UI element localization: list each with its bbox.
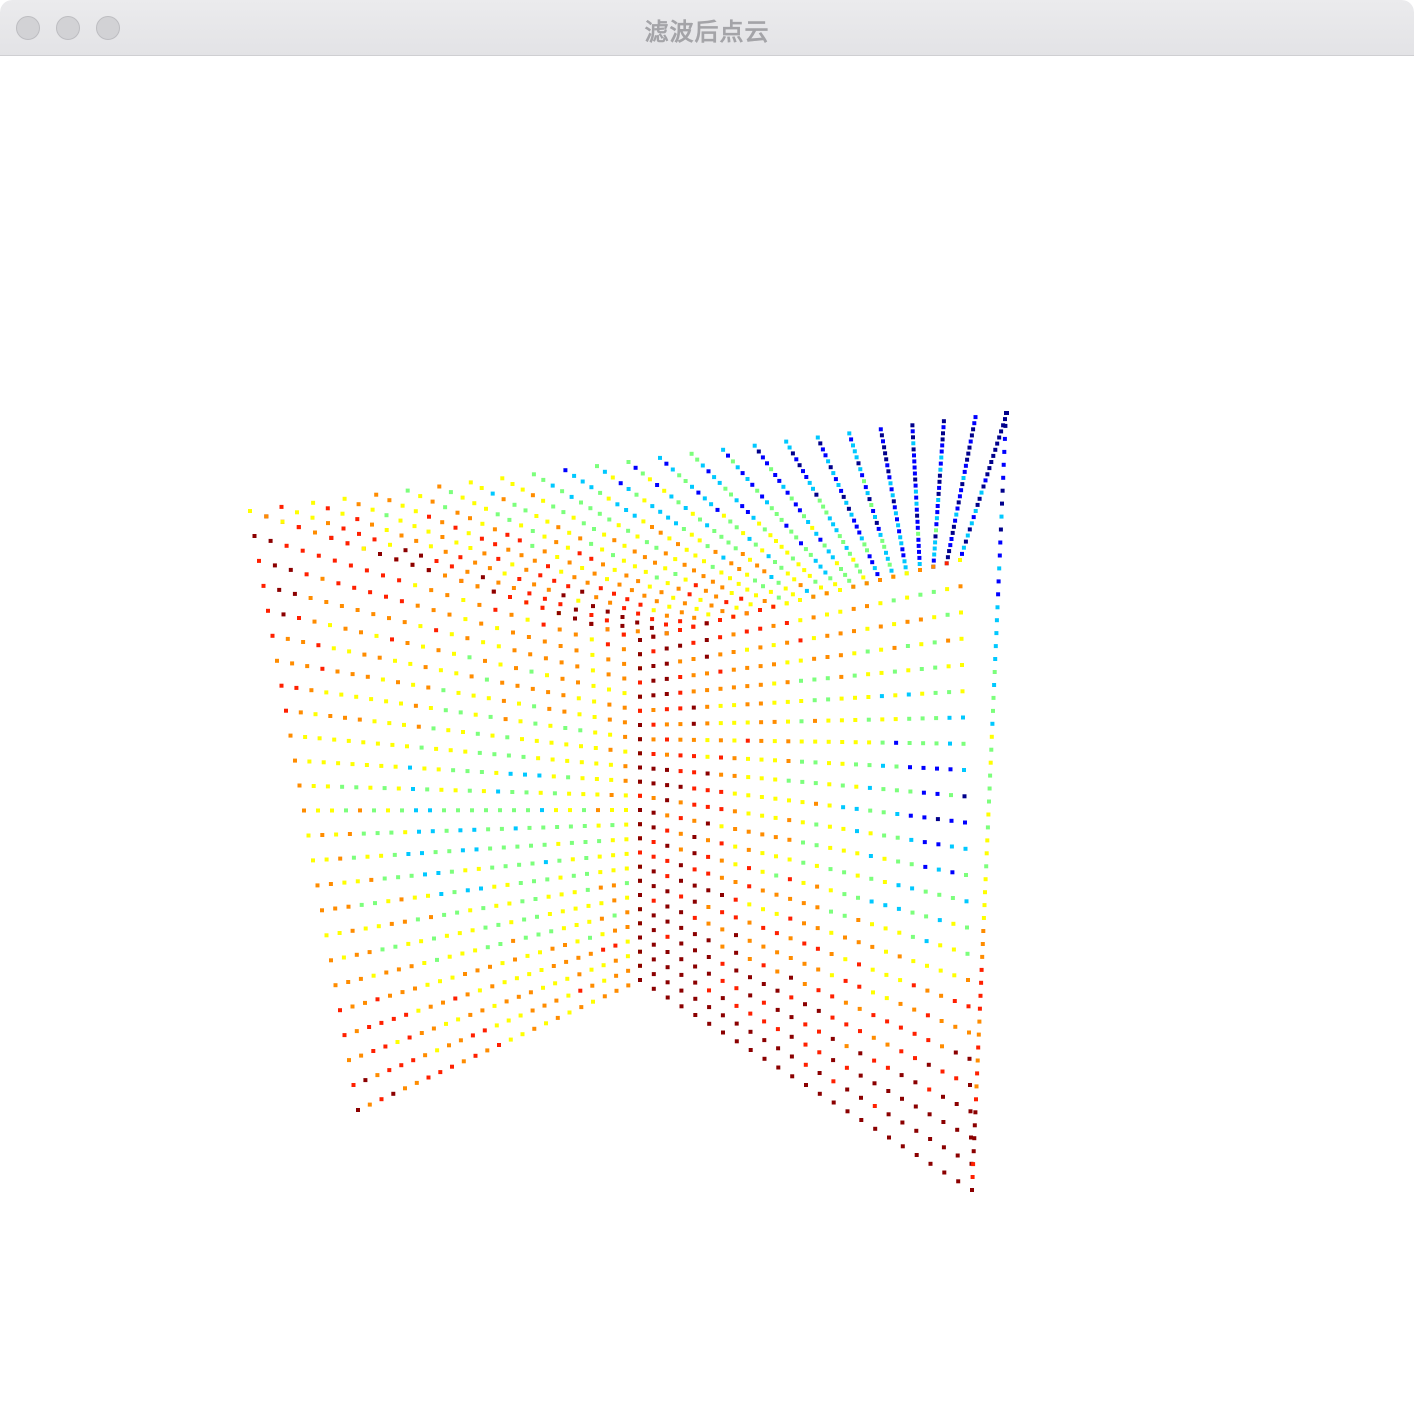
title-bar[interactable]: 滤波后点云 [0,0,1414,56]
point-cloud-canvas[interactable] [0,57,1414,1418]
point-cloud-viewport[interactable] [0,57,1414,1418]
close-button[interactable] [16,16,40,40]
minimize-button[interactable] [56,16,80,40]
zoom-button[interactable] [96,16,120,40]
window-title: 滤波后点云 [644,18,770,46]
